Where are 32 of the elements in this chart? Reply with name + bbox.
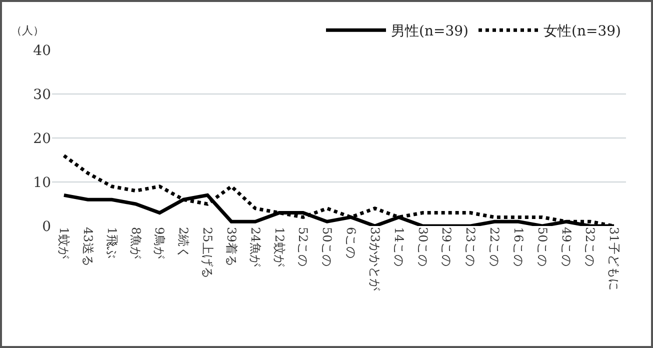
x-tick-label: 25上げる	[200, 227, 215, 278]
x-tick-label: 1蚊が	[57, 227, 72, 260]
x-tick-label: 6この	[344, 227, 358, 259]
x-tick-label: 31子どもに	[607, 227, 622, 290]
y-tick-label: 40	[33, 42, 51, 59]
legend-label: 女性(n=39)	[544, 24, 621, 40]
x-tick-label: 50この	[320, 227, 334, 266]
x-tick-label: 50この	[535, 227, 550, 266]
x-tick-label: 23この	[464, 227, 478, 266]
x-tick-label: 39着る	[224, 227, 238, 266]
y-tick-label: 30	[33, 86, 51, 103]
x-tick-label: 24魚が	[248, 227, 262, 268]
x-tick-label: 16この	[511, 227, 526, 266]
x-tick-label: 9鳥が	[152, 227, 167, 260]
x-tick-label: 32この	[583, 227, 598, 266]
x-tick-label: 33かかとが	[368, 227, 382, 292]
x-tick-label: 29この	[440, 227, 454, 266]
y-tick-label: 0	[42, 218, 51, 235]
x-tick-label: 49この	[559, 227, 574, 266]
x-tick-label: 52この	[296, 227, 310, 266]
x-tick-label: 8魚が	[128, 227, 143, 260]
x-tick-label: 43送る	[80, 227, 95, 266]
x-tick-label: 2続く	[176, 227, 191, 259]
x-tick-label: 14この	[392, 227, 406, 266]
x-tick-label: 12蚊が	[272, 227, 286, 268]
x-tick-label: 30この	[416, 227, 430, 266]
y-tick-label: 10	[33, 174, 51, 191]
x-tick-label: 22この	[488, 227, 502, 266]
x-tick-label: 1飛ぶ	[104, 227, 119, 259]
y-tick-label: 20	[33, 130, 51, 147]
y-axis-title: （人）	[11, 24, 44, 37]
legend-label: 男性(n=39)	[391, 24, 468, 40]
